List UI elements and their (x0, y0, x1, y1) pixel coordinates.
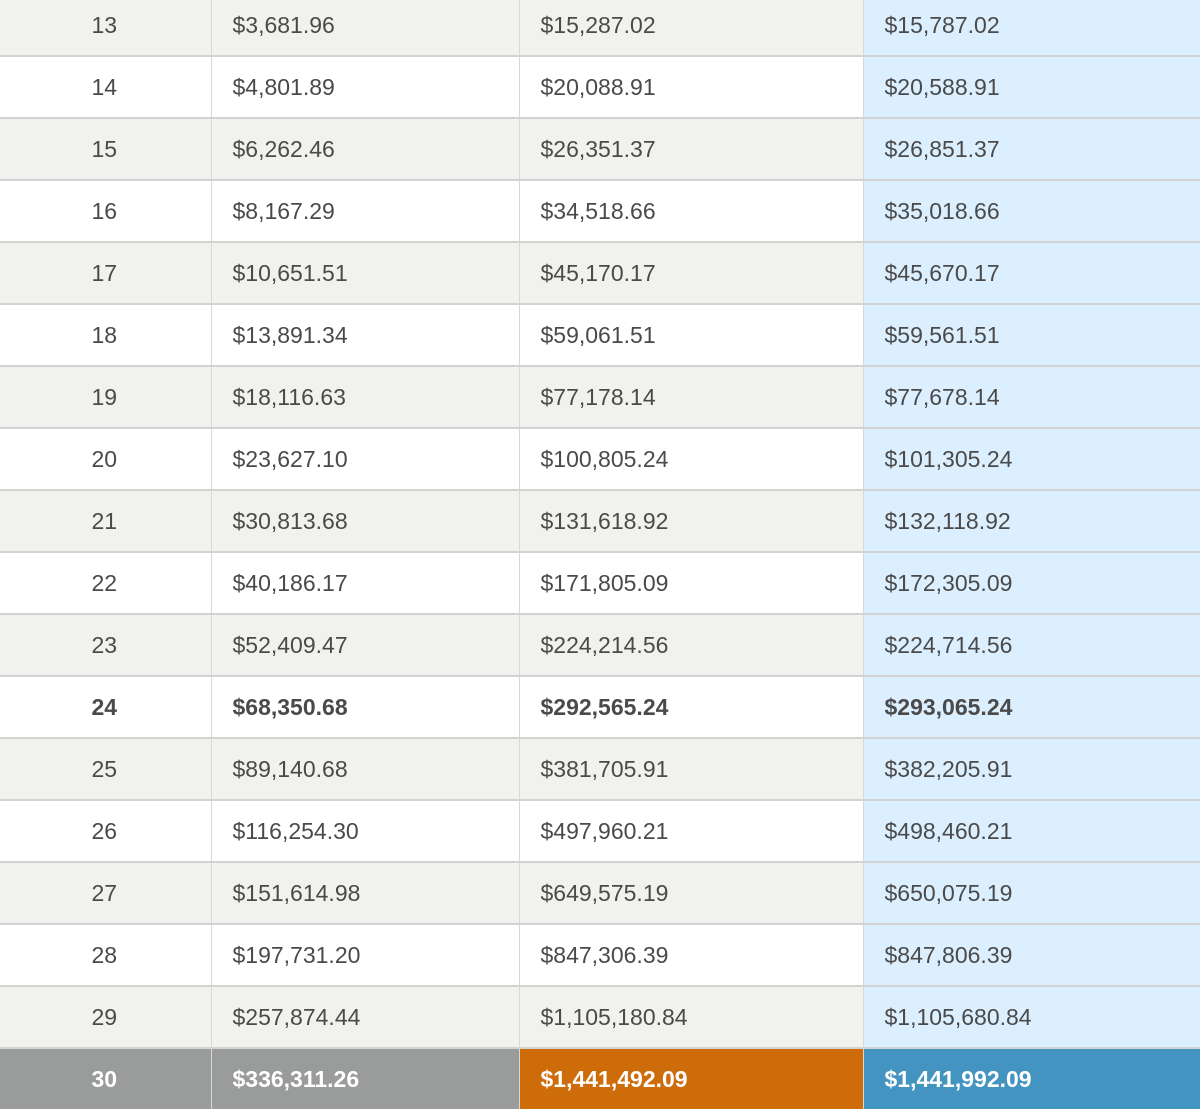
table-row: 22 $40,186.17 $171,805.09 $172,305.09 (0, 552, 1200, 615)
table-row: 17 $10,651.51 $45,170.17 $45,670.17 (0, 242, 1200, 305)
interest-cell: $89,140.68 (211, 738, 520, 801)
interest-cell: $18,116.63 (211, 366, 520, 429)
total-cell: $15,787.02 (863, 0, 1200, 57)
interest-cell: $197,731.20 (211, 924, 520, 987)
year-cell: 13 (0, 0, 212, 57)
total-cell: $59,561.51 (863, 304, 1200, 367)
balance-cell: $171,805.09 (519, 552, 864, 615)
total-cell: $132,118.92 (863, 490, 1200, 553)
balance-cell: $131,618.92 (519, 490, 864, 553)
balance-cell: $224,214.56 (519, 614, 864, 677)
total-cell: $26,851.37 (863, 118, 1200, 181)
year-cell: 26 (0, 800, 212, 863)
year-cell: 16 (0, 180, 212, 243)
interest-cell: $52,409.47 (211, 614, 520, 677)
total-cell: $293,065.24 (863, 676, 1200, 739)
total-cell: $20,588.91 (863, 56, 1200, 119)
year-cell: 14 (0, 56, 212, 119)
interest-cell: $40,186.17 (211, 552, 520, 615)
interest-cell: $30,813.68 (211, 490, 520, 553)
year-cell: 28 (0, 924, 212, 987)
total-cell: $45,670.17 (863, 242, 1200, 305)
balance-cell: $381,705.91 (519, 738, 864, 801)
year-cell: 20 (0, 428, 212, 491)
balance-cell: $15,287.02 (519, 0, 864, 57)
balance-cell: $292,565.24 (519, 676, 864, 739)
total-cell: $101,305.24 (863, 428, 1200, 491)
table-row: 26 $116,254.30 $497,960.21 $498,460.21 (0, 800, 1200, 863)
table-row: 23 $52,409.47 $224,214.56 $224,714.56 (0, 614, 1200, 677)
final-year-cell: 30 (0, 1048, 212, 1109)
interest-cell: $6,262.46 (211, 118, 520, 181)
year-cell: 27 (0, 862, 212, 925)
interest-cell: $4,801.89 (211, 56, 520, 119)
table-row: 13 $3,681.96 $15,287.02 $15,787.02 (0, 0, 1200, 57)
interest-cell: $151,614.98 (211, 862, 520, 925)
total-cell: $382,205.91 (863, 738, 1200, 801)
balance-cell: $649,575.19 (519, 862, 864, 925)
balance-cell: $59,061.51 (519, 304, 864, 367)
interest-cell: $8,167.29 (211, 180, 520, 243)
table-row: 28 $197,731.20 $847,306.39 $847,806.39 (0, 924, 1200, 987)
year-cell: 23 (0, 614, 212, 677)
total-cell: $224,714.56 (863, 614, 1200, 677)
total-cell: $650,075.19 (863, 862, 1200, 925)
balance-cell: $497,960.21 (519, 800, 864, 863)
year-cell: 22 (0, 552, 212, 615)
interest-cell: $10,651.51 (211, 242, 520, 305)
balance-cell: $34,518.66 (519, 180, 864, 243)
year-cell: 24 (0, 676, 212, 739)
balance-cell: $20,088.91 (519, 56, 864, 119)
table-row: 16 $8,167.29 $34,518.66 $35,018.66 (0, 180, 1200, 243)
table-row: 14 $4,801.89 $20,088.91 $20,588.91 (0, 56, 1200, 119)
balance-cell: $77,178.14 (519, 366, 864, 429)
total-cell: $35,018.66 (863, 180, 1200, 243)
year-cell: 25 (0, 738, 212, 801)
table-row: 15 $6,262.46 $26,351.37 $26,851.37 (0, 118, 1200, 181)
interest-cell: $116,254.30 (211, 800, 520, 863)
interest-cell: $3,681.96 (211, 0, 520, 57)
total-cell: $172,305.09 (863, 552, 1200, 615)
balance-cell: $1,105,180.84 (519, 986, 864, 1049)
year-cell: 17 (0, 242, 212, 305)
table-row: 19 $18,116.63 $77,178.14 $77,678.14 (0, 366, 1200, 429)
final-balance-cell: $1,441,492.09 (519, 1048, 864, 1109)
table-row: 18 $13,891.34 $59,061.51 $59,561.51 (0, 304, 1200, 367)
table-row: 21 $30,813.68 $131,618.92 $132,118.92 (0, 490, 1200, 553)
balance-cell: $847,306.39 (519, 924, 864, 987)
year-cell: 19 (0, 366, 212, 429)
table-row: 29 $257,874.44 $1,105,180.84 $1,105,680.… (0, 986, 1200, 1049)
year-cell: 29 (0, 986, 212, 1049)
total-cell: $498,460.21 (863, 800, 1200, 863)
year-cell: 21 (0, 490, 212, 553)
final-total-cell: $1,441,992.09 (863, 1048, 1200, 1109)
interest-cell: $68,350.68 (211, 676, 520, 739)
table-row: 20 $23,627.10 $100,805.24 $101,305.24 (0, 428, 1200, 491)
total-cell: $1,105,680.84 (863, 986, 1200, 1049)
balance-cell: $26,351.37 (519, 118, 864, 181)
year-cell: 18 (0, 304, 212, 367)
table-row-final: 30 $336,311.26 $1,441,492.09 $1,441,992.… (0, 1048, 1200, 1109)
balance-cell: $100,805.24 (519, 428, 864, 491)
table-row: 27 $151,614.98 $649,575.19 $650,075.19 (0, 862, 1200, 925)
total-cell: $847,806.39 (863, 924, 1200, 987)
final-interest-cell: $336,311.26 (211, 1048, 520, 1109)
table-row-highlighted: 24 $68,350.68 $292,565.24 $293,065.24 (0, 676, 1200, 739)
year-cell: 15 (0, 118, 212, 181)
total-cell: $77,678.14 (863, 366, 1200, 429)
table-row: 25 $89,140.68 $381,705.91 $382,205.91 (0, 738, 1200, 801)
interest-cell: $13,891.34 (211, 304, 520, 367)
interest-cell: $23,627.10 (211, 428, 520, 491)
interest-cell: $257,874.44 (211, 986, 520, 1049)
balance-cell: $45,170.17 (519, 242, 864, 305)
